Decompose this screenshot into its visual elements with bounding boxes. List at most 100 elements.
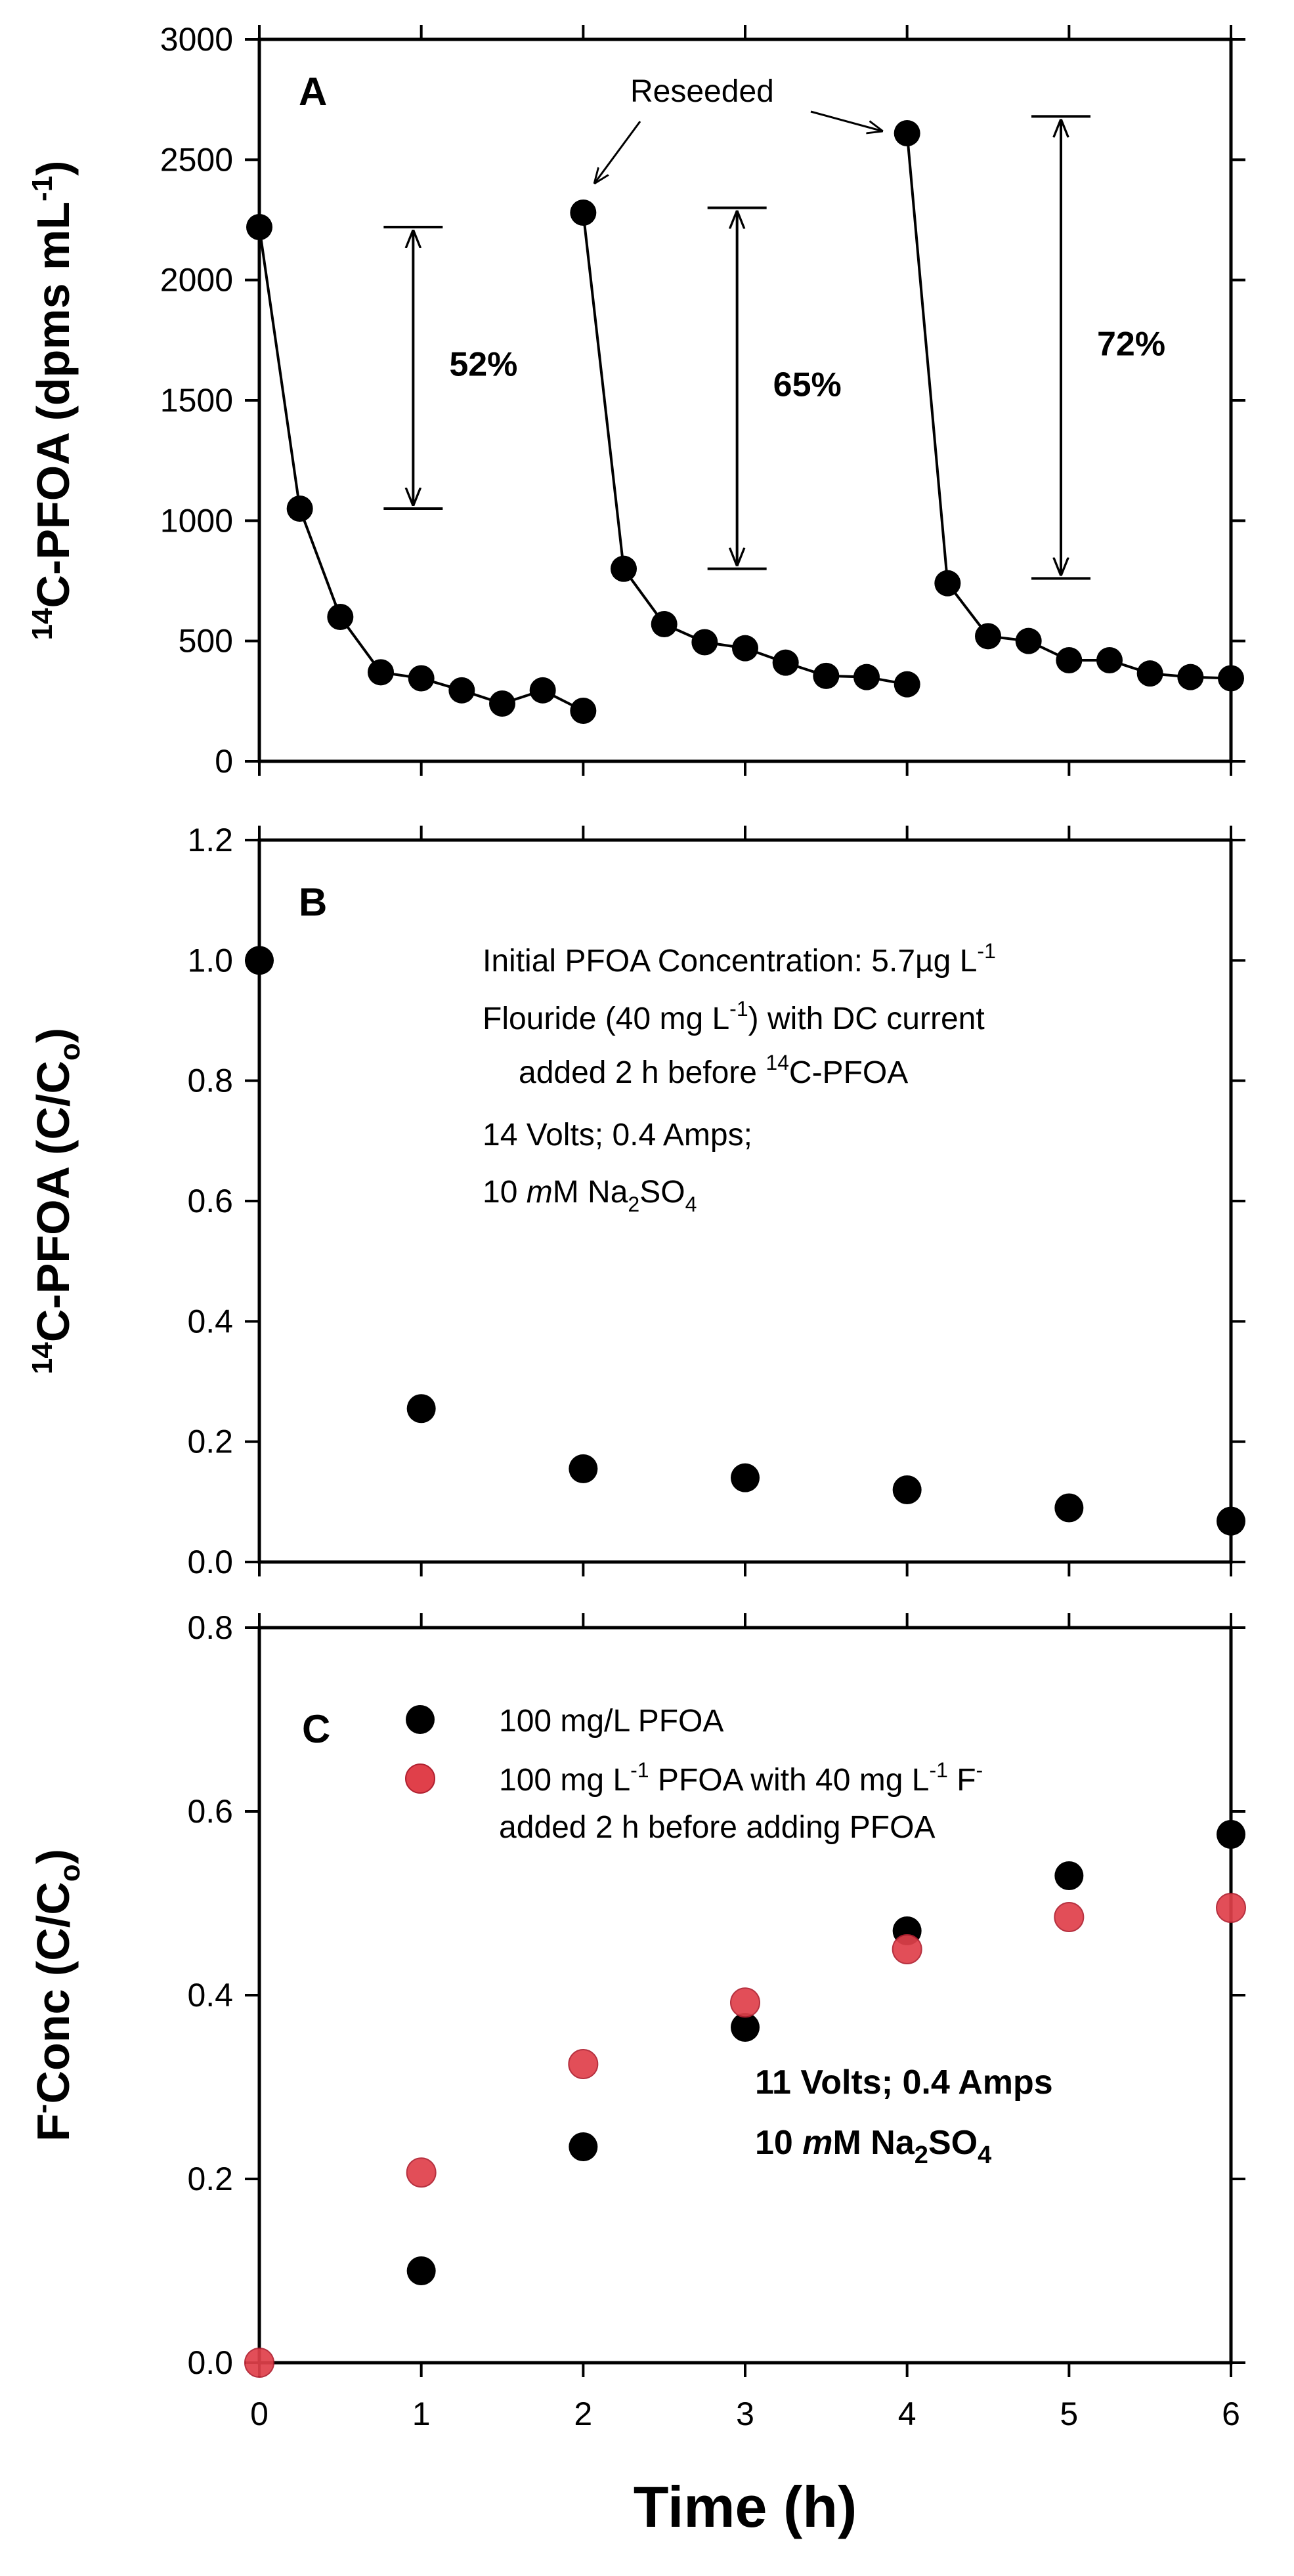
panel-c-legend-label-2-c: F bbox=[948, 1763, 976, 1798]
data-point bbox=[1136, 660, 1163, 687]
panel-c-legend-marker-red bbox=[405, 1763, 435, 1794]
panel-a-annotations: 52% 65% 72% Reseeded bbox=[383, 74, 1165, 580]
data-point bbox=[1217, 1506, 1245, 1536]
data-point-series-2 bbox=[1054, 1902, 1085, 1932]
percent-label: 65% bbox=[773, 366, 842, 404]
y-tick-label: 0.2 bbox=[187, 1424, 233, 1460]
panel-c-y-label-text: F bbox=[28, 2113, 79, 2142]
panel-c-y-label-sup: - bbox=[26, 2104, 58, 2114]
data-point bbox=[892, 1475, 922, 1504]
panel-b-annotation-line2-b: ) with DC current bbox=[748, 1002, 985, 1036]
y-tick-label: 0.6 bbox=[187, 1793, 233, 1830]
panel-c-legend-marker-black bbox=[406, 1705, 435, 1734]
panel-b-y-label-sub: o bbox=[54, 1043, 86, 1061]
data-point bbox=[1015, 627, 1042, 654]
panel-b-points bbox=[245, 946, 1245, 1536]
y-tick-label: 0.0 bbox=[187, 2344, 233, 2381]
panel-b-annotation-line2-sup: -1 bbox=[729, 997, 748, 1021]
panel-b-annotation-line3-sup: 14 bbox=[766, 1051, 789, 1074]
y-tick-label: 0.0 bbox=[187, 1544, 233, 1580]
data-point bbox=[611, 555, 637, 582]
percent-label: 52% bbox=[449, 346, 517, 384]
reseeded-arrow-2 bbox=[810, 110, 883, 131]
data-point bbox=[570, 200, 597, 226]
panel-c-legend: 100 mg/L PFOA 100 mg L-1 PFOA with 40 mg… bbox=[405, 1704, 983, 1845]
panel-a-y-ticks: 0 500 1000 1500 2000 2500 3000 bbox=[160, 21, 1245, 780]
panel-c-legend-label-2-line2: added 2 h before adding PFOA bbox=[499, 1810, 935, 1845]
panel-b-annotation-line5: 10 mM Na2SO4 bbox=[483, 1175, 697, 1216]
panel-c-y-label-sub: o bbox=[54, 1864, 86, 1882]
panel-c-y-label: F-Conc (C/Co) bbox=[26, 1849, 86, 2142]
data-point-series-2 bbox=[568, 2049, 599, 2079]
data-point bbox=[1177, 664, 1204, 690]
y-tick-label: 3000 bbox=[160, 21, 233, 58]
panel-c-conditions-line2-c: SO bbox=[928, 2124, 978, 2162]
y-tick-label: 0.4 bbox=[187, 1303, 233, 1340]
panel-c-conditions-line2-sub1: 2 bbox=[915, 2142, 928, 2169]
data-point-series-2 bbox=[406, 2157, 437, 2188]
panel-c-conditions-line2-italic: m bbox=[802, 2124, 832, 2162]
panel-b-y-label-sup: 14 bbox=[26, 1342, 58, 1374]
panel-c-conditions-line2-b: M Na bbox=[833, 2124, 915, 2162]
reseeded-arrow-1 bbox=[594, 121, 641, 184]
x-tick-label: 4 bbox=[898, 2396, 917, 2432]
y-tick-label: 2000 bbox=[160, 262, 233, 299]
data-point bbox=[975, 623, 1001, 650]
y-tick-label: 1.0 bbox=[187, 942, 233, 979]
panel-c-conditions-line2: 10 mM Na2SO4 bbox=[755, 2124, 991, 2169]
y-tick-label: 0.8 bbox=[187, 1063, 233, 1099]
panel-a: A 0 500 1000 1500 2000 2500 3000 52% 65% 72% Rese… bbox=[26, 21, 1245, 780]
data-point-series-1 bbox=[406, 2256, 436, 2285]
panel-a-y-label: 14C-PFOA (dpms mL-1) bbox=[26, 161, 79, 641]
data-point bbox=[731, 1463, 760, 1492]
panel-b-letter: B bbox=[299, 880, 327, 924]
panel-c-legend-label-2-b: PFOA with 40 mg L bbox=[649, 1763, 930, 1798]
panel-c-y-label-text2: Conc (C/C bbox=[28, 1882, 79, 2103]
data-point bbox=[286, 496, 313, 522]
y-tick-label: 500 bbox=[179, 623, 233, 660]
data-point bbox=[732, 635, 758, 662]
x-tick-label: 2 bbox=[574, 2396, 592, 2432]
x-tick-label: 1 bbox=[412, 2396, 431, 2432]
panel-a-letter: A bbox=[299, 70, 327, 114]
y-tick-label: 0.6 bbox=[187, 1183, 233, 1219]
data-point bbox=[406, 1394, 436, 1424]
panel-b-annotation-line4: 14 Volts; 0.4 Amps; bbox=[483, 1118, 752, 1152]
panel-b-annotation-line3-a: added 2 h before bbox=[519, 1055, 766, 1090]
panel-c-conditions-line1: 11 Volts; 0.4 Amps bbox=[755, 2063, 1053, 2101]
panel-c-legend-label-2: 100 mg L-1 PFOA with 40 mg L-1 F- bbox=[499, 1758, 983, 1798]
data-point-series-2 bbox=[892, 1934, 922, 1964]
data-point-series-1 bbox=[1217, 1820, 1245, 1849]
panel-b-annotation-line3-b: C-PFOA bbox=[789, 1055, 908, 1090]
data-point-series-1 bbox=[569, 2132, 598, 2161]
panel-b-y-ticks: 0.0 0.2 0.4 0.6 0.8 1.0 1.2 bbox=[187, 822, 1245, 1580]
data-point bbox=[570, 698, 597, 724]
x-tick-label: 5 bbox=[1060, 2396, 1078, 2432]
panel-c-legend-label-1: 100 mg/L PFOA bbox=[499, 1704, 723, 1739]
panel-c-conditions-line2-a: 10 bbox=[755, 2124, 802, 2162]
data-point bbox=[246, 214, 272, 240]
panel-a-y-label-sup2: -1 bbox=[26, 176, 58, 201]
reseeded-label: Reseeded bbox=[630, 74, 774, 109]
x-tick-label: 0 bbox=[250, 2396, 269, 2432]
panel-c-conditions: 11 Volts; 0.4 Amps 10 mM Na2SO4 bbox=[755, 2063, 1053, 2169]
panel-b-annotation-line5-sub1: 2 bbox=[628, 1193, 639, 1216]
panel-b-x-ticks bbox=[258, 826, 1232, 1576]
panel-b-annotation-line5-italic: m bbox=[527, 1175, 553, 1210]
panel-c-points bbox=[244, 1820, 1246, 2378]
y-tick-label: 1000 bbox=[160, 502, 233, 539]
panel-c-legend-label-2-sup2: -1 bbox=[929, 1758, 947, 1782]
data-point bbox=[1054, 1493, 1084, 1523]
data-point bbox=[327, 604, 354, 630]
data-point-series-1 bbox=[1054, 1861, 1084, 1890]
panel-a-y-label-sup: 14 bbox=[26, 608, 58, 640]
panel-c-y-label-end: ) bbox=[28, 1849, 79, 1864]
y-tick-label: 2500 bbox=[160, 141, 233, 178]
y-tick-label: 1.2 bbox=[187, 822, 233, 858]
data-point bbox=[853, 664, 880, 690]
data-point bbox=[529, 677, 556, 704]
data-point bbox=[772, 649, 799, 676]
panel-b-annotation-line1: Initial PFOA Concentration: 5.7µg L-1 bbox=[483, 939, 996, 979]
